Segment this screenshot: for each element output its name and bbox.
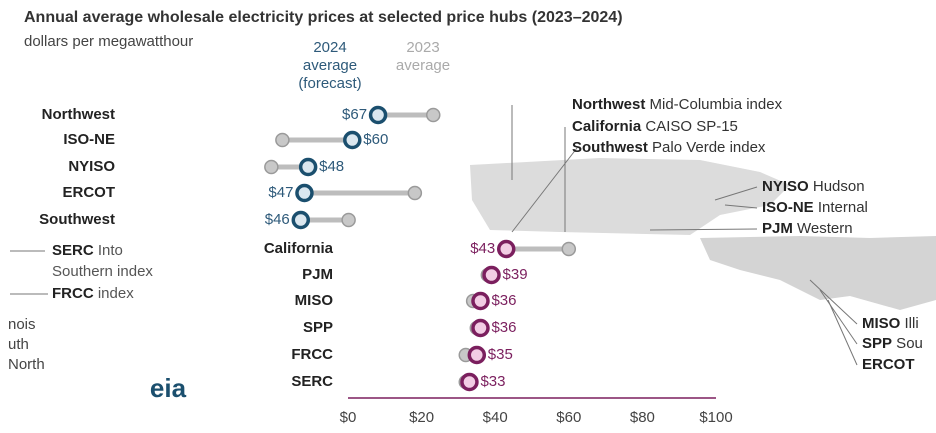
dot-2023: [264, 159, 279, 175]
x-tick-label: $40: [483, 409, 508, 426]
dot-2023: [341, 212, 356, 228]
x-tick-label: $0: [340, 409, 357, 426]
map-label: ERCOT: [862, 356, 915, 373]
category-label: NYISO: [68, 158, 115, 175]
map-label-fragment: nois: [8, 316, 36, 333]
leader-line: [649, 228, 758, 231]
dot-2024: [295, 183, 314, 203]
value-label: $36: [491, 319, 516, 336]
map-label-fragment: North: [8, 356, 45, 373]
dot-2024: [471, 291, 490, 311]
map-label: ISO-NE Internal: [762, 199, 868, 216]
category-label: Southwest: [39, 211, 115, 228]
dot-2023: [561, 241, 577, 257]
value-label: $39: [503, 266, 528, 283]
dot-2024: [482, 265, 501, 285]
category-label: PJM: [302, 266, 333, 283]
leader-line: [827, 299, 858, 366]
leader-line: [724, 204, 758, 209]
map-label-fragment: uth: [8, 336, 29, 353]
leader-line: [511, 147, 578, 233]
category-label: MISO: [295, 292, 334, 309]
dot-2024: [471, 318, 490, 338]
dot-2024: [343, 130, 362, 150]
category-label: California: [264, 240, 334, 257]
value-label: $47: [268, 184, 293, 201]
map-label: California CAISO SP-15: [572, 118, 738, 135]
map-label: FRCC index: [52, 285, 134, 302]
map-label: MISO Illi: [862, 315, 919, 332]
x-tick-label: $100: [699, 409, 732, 426]
value-label: $36: [491, 292, 516, 309]
dot-2023: [275, 132, 290, 148]
map-label: Southern index: [52, 263, 153, 280]
map-label: NYISO Hudson: [762, 178, 865, 195]
category-label: SPP: [303, 319, 333, 336]
category-label: ISO-NE: [63, 131, 115, 148]
dot-2024: [298, 157, 318, 177]
map-label: Southwest Palo Verde index: [572, 139, 766, 156]
x-tick-label: $20: [409, 409, 434, 426]
map-west: [470, 158, 790, 235]
map-label: SERC Into: [52, 242, 123, 259]
dot-2024: [368, 105, 388, 125]
value-label: $43: [470, 240, 495, 257]
x-tick-label: $60: [556, 409, 581, 426]
dot-2024: [291, 210, 311, 230]
category-label: FRCC: [291, 346, 333, 363]
value-label: $60: [363, 131, 388, 148]
legend-entry: 2023 average: [396, 39, 450, 74]
map-label: SPP Sou: [862, 335, 923, 352]
value-label: $48: [319, 158, 344, 175]
value-label: $33: [480, 373, 505, 390]
value-label: $35: [488, 346, 513, 363]
leader-line: [819, 289, 858, 345]
value-label: $67: [342, 106, 367, 123]
chart-subtitle: dollars per megawatthour: [24, 33, 193, 50]
map-label: PJM Western: [762, 220, 853, 237]
dot-2023: [407, 185, 423, 201]
dot-2024: [496, 239, 516, 259]
leader-line: [809, 279, 858, 325]
legend-entry: 2024 average (forecast): [298, 39, 361, 92]
dot-2023: [426, 107, 441, 123]
dot-2024: [467, 345, 487, 365]
category-label: SERC: [291, 373, 333, 390]
logo: eia: [150, 373, 187, 403]
x-tick-label: $80: [630, 409, 655, 426]
category-label: Northwest: [42, 106, 115, 123]
map-label: Northwest Mid-Columbia index: [572, 96, 783, 113]
category-label: ERCOT: [63, 184, 116, 201]
chart-title: Annual average wholesale electricity pri…: [24, 9, 623, 26]
map-south: [700, 236, 936, 310]
dot-2024: [460, 372, 479, 392]
value-label: $46: [265, 211, 290, 228]
leader-line: [714, 186, 758, 201]
